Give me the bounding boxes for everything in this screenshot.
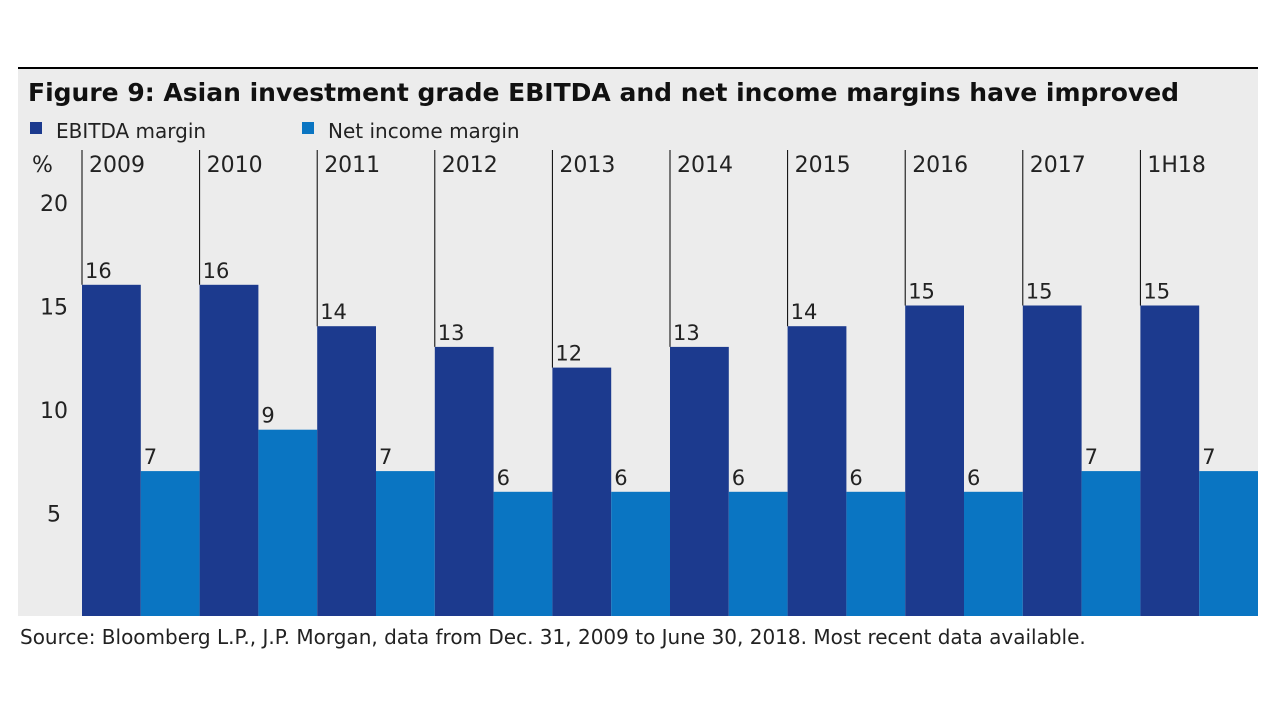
value-label-ebitda-2011: 14 [320,300,347,324]
value-label-ebitda-2015: 14 [791,300,818,324]
category-label-2011: 2011 [324,153,380,178]
category-label-1H18: 1H18 [1147,153,1206,178]
category-label-2016: 2016 [912,153,968,178]
bar-net-income-2011 [376,471,435,616]
value-label-net-income-2013: 6 [614,466,627,490]
bar-net-income-2014 [728,491,788,616]
category-dividers [81,150,1141,368]
y-axis-unit-label: % [32,153,53,178]
value-label-net-income-2012: 6 [497,466,510,490]
category-label-2009: 2009 [89,153,145,178]
category-label-2014: 2014 [677,153,733,178]
bar-ebitda-2014 [670,346,729,616]
value-label-net-income-2009: 7 [144,445,157,469]
y-tick-20: 20 [40,192,68,217]
legend: EBITDA margin Net income margin [30,119,520,143]
bar-net-income-1H18 [1199,471,1258,616]
value-label-ebitda-2014: 13 [673,321,700,345]
bar-ebitda-2013 [552,367,612,616]
bar-ebitda-2012 [434,346,494,616]
bar-ebitda-1H18 [1140,305,1200,616]
source-note: Source: Bloomberg L.P., J.P. Morgan, dat… [20,625,1086,649]
y-tick-10: 10 [40,399,68,424]
bar-net-income-2009 [140,471,200,616]
category-label-2015: 2015 [795,153,851,178]
legend-label-ebitda: EBITDA margin [56,119,206,143]
legend-label-net-income: Net income margin [328,119,520,143]
value-label-net-income-2017: 7 [1085,445,1098,469]
bar-ebitda-2011 [317,326,376,616]
legend-swatch-ebitda [30,122,42,134]
value-labels: 16 7 16 9 14 7 13 6 12 6 13 6 14 6 15 6 15 7 15 7 [85,259,1216,490]
category-label-2010: 2010 [207,153,263,178]
bar-ebitda-2016 [905,305,964,616]
category-label-2013: 2013 [559,153,615,178]
value-label-net-income-2011: 7 [379,445,392,469]
bar-net-income-2017 [1081,471,1141,616]
value-label-ebitda-2010: 16 [203,259,230,283]
value-label-ebitda-2009: 16 [85,259,112,283]
category-label-2017: 2017 [1030,153,1086,178]
bars [82,284,1258,616]
value-label-net-income-2015: 6 [849,466,862,490]
y-tick-15: 15 [40,296,68,321]
category-labels: 2009 2010 2011 2012 2013 2014 2015 2016 2017 1H18 [89,153,1206,178]
value-label-ebitda-2017: 15 [1026,280,1053,304]
value-label-net-income-2010: 9 [261,404,274,428]
bar-ebitda-2009 [82,284,141,616]
chart-title: Figure 9: Asian investment grade EBITDA … [28,78,1179,107]
bar-net-income-2015 [846,491,906,616]
y-tick-5: 5 [47,503,61,528]
y-axis-ticks: 5 10 15 20 [40,192,68,528]
value-label-net-income-2014: 6 [732,466,745,490]
bar-ebitda-2017 [1022,305,1082,616]
value-label-ebitda-1H18: 15 [1143,280,1170,304]
bar-net-income-2016 [964,491,1023,616]
bar-net-income-2013 [611,491,670,616]
value-label-net-income-1H18: 7 [1202,445,1215,469]
bar-ebitda-2015 [787,326,847,616]
bar-net-income-2010 [258,429,318,616]
value-label-ebitda-2013: 12 [555,342,582,366]
bar-ebitda-2010 [199,284,259,616]
value-label-ebitda-2012: 13 [438,321,465,345]
value-label-ebitda-2016: 15 [908,280,935,304]
bar-net-income-2012 [493,491,553,616]
legend-swatch-net-income [302,122,314,134]
category-label-2012: 2012 [442,153,498,178]
value-label-net-income-2016: 6 [967,466,980,490]
